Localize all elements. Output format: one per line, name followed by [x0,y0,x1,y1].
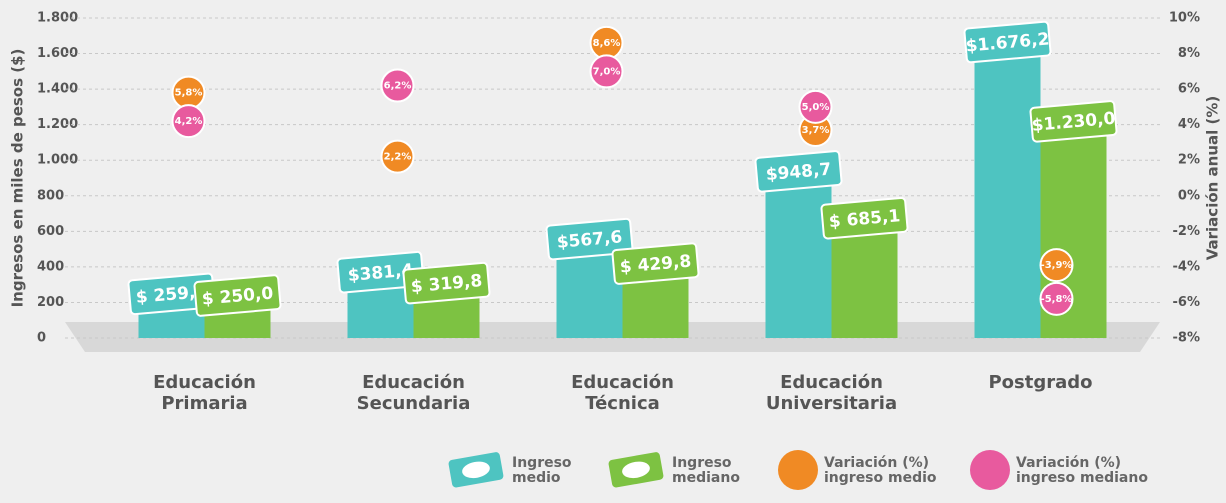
legend-label: Variación (%) ingreso mediano [1016,455,1148,486]
data-label: 2,2% [384,152,412,163]
variation-dot [1039,248,1074,283]
y-tick-label: 800 [37,188,64,203]
bar [974,40,1041,339]
data-label: 5,8% [175,88,203,99]
y-tick-label: 1.800 [37,11,78,26]
data-label: 7,0% [593,66,621,77]
variation-dot [171,104,206,139]
label-tag: $ 250,0 [193,274,282,317]
tag-shape [545,217,634,261]
label-tag: $1.676,2 [963,20,1052,64]
label-tag: $948,7 [754,150,843,193]
y2-tick-label: 6% [1178,82,1200,97]
y2-tick-label: -8% [1173,331,1200,346]
y-tick-label: 400 [37,259,64,274]
x-tick-label: Educación Primaria [153,372,256,414]
tag-shape [1029,100,1118,143]
y2-tick-label: 8% [1178,46,1200,61]
data-label: 5,0% [802,102,830,113]
legend-marker [970,450,1010,490]
x-tick-label: Postgrado [988,372,1093,393]
label-tag: $567,6 [545,217,634,261]
tag-shape [963,20,1052,64]
y2-axis-label: Variación anual (%) [1204,96,1222,261]
tag-shape [820,196,909,240]
legend-tag-hole [462,461,490,479]
data-label: 8,6% [593,38,621,49]
legend-label: Ingreso medio [512,455,572,486]
label-tag: $381,4 [336,250,425,294]
y2-tick-label: 2% [1178,153,1200,168]
bar [765,169,832,338]
y-tick-label: 1.400 [37,82,78,97]
x-tick-label: Educación Técnica [571,372,674,414]
x-tick-label: Educación Secundaria [356,372,471,414]
legend-marker [778,450,818,490]
label-tag: $1.230,0 [1029,100,1118,143]
y-tick-label: 200 [37,295,64,310]
y-axis-label: Ingresos en miles de pesos ($) [9,49,27,308]
y2-tick-label: -4% [1173,259,1200,274]
data-label: -3,9% [1041,260,1073,271]
variation-dot [589,54,624,89]
y2-tick-label: 10% [1169,11,1200,26]
variation-dot [380,68,415,103]
data-label: 4,2% [175,116,203,127]
variation-dot [798,89,833,124]
tag-shape [611,242,700,285]
y2-tick-label: -6% [1173,295,1200,310]
y2-tick-label: -2% [1173,224,1200,239]
y-tick-label: 600 [37,224,64,239]
label-tag: $ 429,8 [611,242,700,285]
legend-tag-hole [622,461,650,479]
data-label: 3,7% [802,125,830,136]
tag-shape [402,261,491,305]
y2-tick-label: 0% [1178,188,1200,203]
variation-dot [380,139,415,174]
data-label: 6,2% [384,81,412,92]
label-tag: $ 319,8 [402,261,491,305]
tag-shape [193,274,282,317]
variation-dot [1039,281,1074,316]
label-tag: $ 685,1 [820,196,909,240]
y-tick-label: 0 [37,331,46,346]
y-tick-label: 1.000 [37,153,78,168]
y-tick-label: 1.200 [37,117,78,132]
legend-marker [448,452,504,488]
y2-tick-label: 4% [1178,117,1200,132]
data-label: -5,8% [1041,294,1073,305]
legend-marker [608,452,664,488]
tag-shape [754,150,843,193]
legend-label: Ingreso mediano [672,455,740,486]
legend-label: Variación (%) ingreso medio [824,455,937,486]
y-tick-label: 1.600 [37,46,78,61]
x-tick-label: Educación Universitaria [765,372,898,414]
